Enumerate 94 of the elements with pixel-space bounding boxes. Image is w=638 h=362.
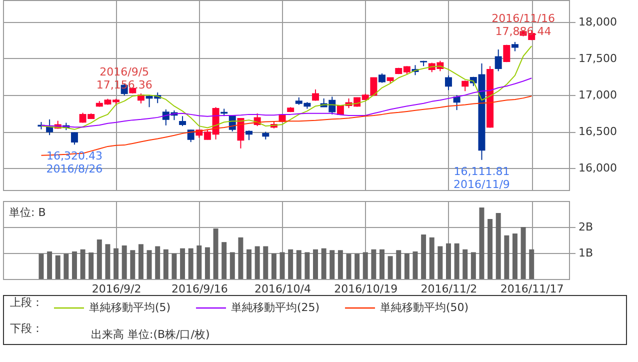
bar [80,249,86,279]
bar [222,242,227,279]
legend-title: 下段： [10,322,43,335]
bar [396,250,402,279]
candlestick [70,132,78,146]
bar [105,244,110,279]
candlestick [378,72,386,84]
bar [146,250,152,279]
bar [330,250,335,279]
bar [338,250,343,279]
bar [288,249,294,279]
bar [263,246,268,279]
candlestick [179,116,186,127]
x-tick-label: 2016/9/2 [92,282,142,296]
candlestick [453,94,460,111]
annotation: 2016/9/5 17,156.36 [96,66,152,92]
candlestick [46,118,54,136]
annotation: 単位: B [9,206,46,219]
bar [488,218,493,279]
x-tick-label: 2016/10/19 [334,282,398,296]
bar [321,248,326,279]
bar [271,254,276,279]
candlestick [312,88,319,102]
bar [114,248,119,279]
y-tick-label: 16,000 [578,162,617,175]
bar [470,252,476,279]
bar [213,228,218,279]
bar [304,252,310,279]
bar [462,249,468,279]
bar [238,237,244,279]
bar [180,248,186,279]
bar [64,254,69,279]
candlestick [246,130,253,141]
bar [438,246,443,279]
bar [388,256,393,279]
bar [96,239,102,279]
bar [512,234,518,279]
bar [446,243,451,279]
y-tick-label: 16,500 [578,125,617,138]
bar [204,247,210,279]
bar [362,252,368,279]
bar [155,246,160,279]
x-tick-label: 2016/9/16 [171,282,228,296]
legend-title: 上段： [10,296,43,309]
bar [196,245,202,279]
bar [55,255,60,279]
annotation: 16,111.81 2016/11/9 [454,164,510,191]
y-tick-label: 17,000 [578,88,617,102]
y-tick-label: 18,000 [578,15,617,28]
y-tick-label: 17,500 [578,52,617,65]
bar [354,254,360,279]
text: 出来高 単位:(B株/口/枚) [91,328,210,341]
bar [122,245,127,279]
bar [280,252,285,279]
y-tick-label: 2B [578,220,594,234]
bar [72,251,77,279]
candlestick [494,48,502,72]
bar [246,249,252,279]
bar [421,234,426,279]
x-tick-label: 2016/11/2 [420,282,478,296]
bar [230,252,235,279]
bar [454,243,460,279]
bar [429,237,434,279]
bar [172,254,177,279]
bar [496,212,501,279]
legend-label: 単純移動平均(50) [380,301,469,314]
bar [371,249,376,279]
bar [130,250,136,279]
candlestick [237,118,244,149]
bar [380,249,384,279]
candlestick [444,74,452,91]
x-tick-label: 2016/10/4 [254,282,311,296]
bar [38,254,44,279]
y-tick-label: 1B [578,246,594,260]
bar [163,249,168,279]
bar [296,250,302,279]
candlestick [187,129,194,143]
bar [404,254,410,279]
x-tick-label: 2016/11/17 [500,282,564,296]
bar [504,235,510,279]
bar [412,251,418,279]
legend-label: 単純移動平均(25) [231,301,320,314]
bar [520,227,526,279]
bar [313,249,318,279]
bar [479,208,484,279]
bar [88,252,94,279]
bar [254,246,260,279]
candlestick [511,41,518,52]
candlestick [462,80,469,92]
bar [138,244,144,279]
bar [47,251,52,279]
bar [188,248,194,279]
bar [529,249,534,279]
legend-label: 単純移動平均(5) [89,301,171,314]
